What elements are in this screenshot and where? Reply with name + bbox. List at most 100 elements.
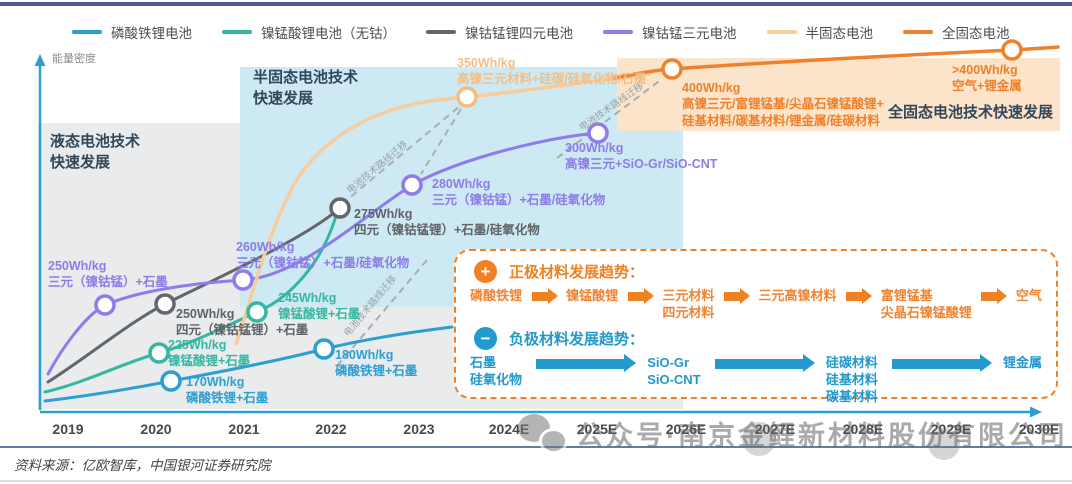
legend-label: 磷酸铁锂电池 — [111, 26, 192, 41]
legend-item: 镍锰酸锂电池（无钴） — [222, 22, 396, 42]
migration-dashed-line — [556, 78, 663, 159]
watermark-blob — [742, 422, 776, 456]
migration-dashed-line — [420, 108, 462, 175]
trend-item: 镍锰酸锂 — [566, 288, 619, 303]
bottom-divider — [0, 446, 1072, 448]
point-annotation: 250Wh/kg 三元（镍钴锰）+石墨 — [48, 259, 168, 290]
point-annotation: 400Wh/kg 高镍三元/富锂锰基/尖晶石镍锰酸锂+ 硅基材料/碳基材料/锂金… — [682, 81, 884, 128]
phase-region-all-solid — [617, 58, 1060, 131]
point-annotation: 280Wh/kg 三元（镍钴锰）+石墨/硅氧化物 — [432, 177, 606, 208]
x-axis-arrow-icon — [1030, 406, 1042, 418]
point-annotation: 300Wh/kg 高镍三元+SiO-Gr/SiO-CNT — [565, 141, 718, 172]
migration-note-label: 电池技术路线迁移 — [344, 138, 410, 196]
series-curve-lnmo — [43, 214, 338, 394]
arrow-right-icon — [891, 354, 993, 373]
point-annotation: 180Wh/kg 磷酸铁锂+石墨 — [335, 348, 418, 379]
series-curve-semi — [234, 72, 652, 346]
point-annotation: 170Wh/kg 磷酸铁锂+石墨 — [186, 375, 269, 406]
legend-swatch — [603, 30, 633, 34]
data-point-marker — [313, 338, 335, 360]
legend-item: 镍钴锰三元电池 — [603, 22, 737, 42]
minus-circle-icon: − — [474, 326, 497, 350]
arrow-right-icon — [536, 354, 637, 373]
x-tick-2020: 2020 — [140, 421, 172, 437]
top-divider — [0, 2, 1072, 6]
arrow-right-icon — [846, 288, 873, 304]
data-point-marker — [94, 294, 116, 316]
point-annotation: >400Wh/kg 空气+锂金属 — [952, 63, 1022, 94]
x-tick-2027E: 2027E — [754, 421, 796, 437]
legend-swatch — [766, 30, 797, 34]
chart-legend: 磷酸铁锂电池 镍锰酸锂电池（无钴） 镍钴锰锂四元电池 镍钴锰三元电池 半固态电池 全固态电… — [72, 22, 1010, 42]
legend-swatch — [72, 30, 102, 34]
watermark: 公众号·南京金鲤新材料股份有限公司 — [518, 412, 1068, 454]
legend-label: 镍钴锰三元电池 — [642, 26, 737, 41]
arrow-right-icon — [531, 288, 558, 304]
phase-title-semi-solid: 半固态电池技术 快速发展 — [253, 69, 359, 107]
point-annotation: 225Wh/kg 镍锰酸锂+石墨 — [168, 338, 251, 369]
watermark-text: 公众号·南京金鲤新材料股份有限公司 — [576, 420, 1068, 451]
series-curve-lfp — [43, 325, 454, 403]
arrow-right-icon — [627, 288, 654, 304]
point-annotation: 350Wh/kg 高镍三元材料+硅碳/硅氧化物/石墨 — [457, 56, 647, 87]
x-tick-2026E: 2026E — [665, 421, 707, 437]
trend-item: 锂金属 — [1003, 354, 1043, 370]
trend-item: 磷酸铁锂 — [470, 288, 523, 303]
trend-item: 硅碳材料 硅基材料 碳基材料 — [825, 354, 878, 404]
arrow-right-icon — [981, 288, 1008, 304]
data-point-marker — [160, 370, 182, 392]
trend-item: 空气 — [1015, 288, 1042, 303]
anode-trend-row: 石墨 硅氧化物 SiO-Gr SiO-CNT 硅碳材料 硅基材料 碳基材料 锂金属 — [470, 354, 1043, 406]
data-point-marker — [661, 58, 683, 80]
legend-swatch — [903, 30, 933, 34]
data-point-marker — [232, 269, 254, 291]
point-annotation: 275Wh/kg 四元（镍钴锰锂）+石墨/硅氧化物 — [354, 207, 540, 238]
cathode-trend-row: 磷酸铁锂 镍锰酸锂 三元材料 四元材料 三元高镍材料 富锂锰基 尖晶石镍锰酸锂 空气 — [470, 288, 1042, 322]
data-point-marker — [587, 122, 609, 144]
material-trend-box: + 正极材料发展趋势： 磷酸铁锂 镍锰酸锂 三元材料 四元材料 三元高镍材料 富锂锰基 … — [454, 249, 1058, 404]
data-point-marker — [1001, 39, 1023, 61]
data-point-marker — [329, 197, 351, 219]
arrow-right-icon — [714, 354, 816, 373]
data-point-marker — [148, 342, 170, 364]
data-point-marker — [401, 174, 423, 196]
anode-trend-header: − 负极材料发展趋势： — [474, 326, 1042, 350]
migration-dashed-line — [341, 105, 461, 205]
watermark-blob — [928, 428, 960, 460]
anode-trend-title: 负极材料发展趋势： — [509, 330, 645, 348]
cathode-trend-header: + 正极材料发展趋势： — [474, 260, 1042, 283]
phase-title-all-solid: 全固态电池技术快速发展 — [888, 104, 1054, 121]
page-bottom-edge — [0, 480, 1072, 482]
arrow-right-icon — [723, 288, 750, 304]
trend-item: SiO-Gr SiO-CNT — [647, 354, 701, 387]
point-annotation: 250Wh/kg 四元（镍钴锰锂）+石墨 — [176, 307, 309, 338]
legend-label: 镍锰酸锂电池（无钴） — [261, 26, 396, 41]
x-tick-2025E: 2025E — [576, 421, 618, 437]
cathode-trend-title: 正极材料发展趋势： — [509, 264, 645, 281]
y-axis-arrow-icon — [34, 54, 46, 66]
x-tick-2022: 2022 — [315, 421, 347, 437]
x-tick-2023: 2023 — [403, 421, 435, 437]
legend-item: 半固态电池 — [766, 22, 874, 42]
data-point-marker — [456, 86, 478, 108]
trend-item: 富锂锰基 尖晶石镍锰酸锂 — [880, 288, 972, 320]
migration-note-label: 电池技术路线迁移 — [577, 80, 647, 134]
trend-item: 三元材料 四元材料 — [662, 288, 715, 320]
point-annotation: 245Wh/kg 镍锰酸锂+石墨 — [278, 291, 361, 322]
legend-label: 全固态电池 — [942, 26, 1010, 41]
wechat-icon — [518, 412, 568, 454]
legend-item: 镍钴锰锂四元电池 — [426, 22, 573, 42]
x-tick-2019: 2019 — [52, 421, 84, 437]
legend-item: 磷酸铁锂电池 — [72, 22, 192, 42]
trend-item: 三元高镍材料 — [758, 288, 837, 303]
x-tick-2021: 2021 — [228, 421, 260, 437]
x-tick-2030E: 2030E — [1018, 421, 1060, 437]
plus-circle-icon: + — [474, 260, 497, 283]
x-tick-2028E: 2028E — [842, 421, 884, 437]
source-note: 资料来源：亿欧智库，中国银河证券研究院 — [14, 458, 271, 473]
data-point-marker — [246, 301, 268, 323]
trend-item: 石墨 硅氧化物 — [470, 354, 523, 387]
legend-swatch — [426, 30, 456, 34]
legend-label: 半固态电池 — [805, 26, 874, 41]
